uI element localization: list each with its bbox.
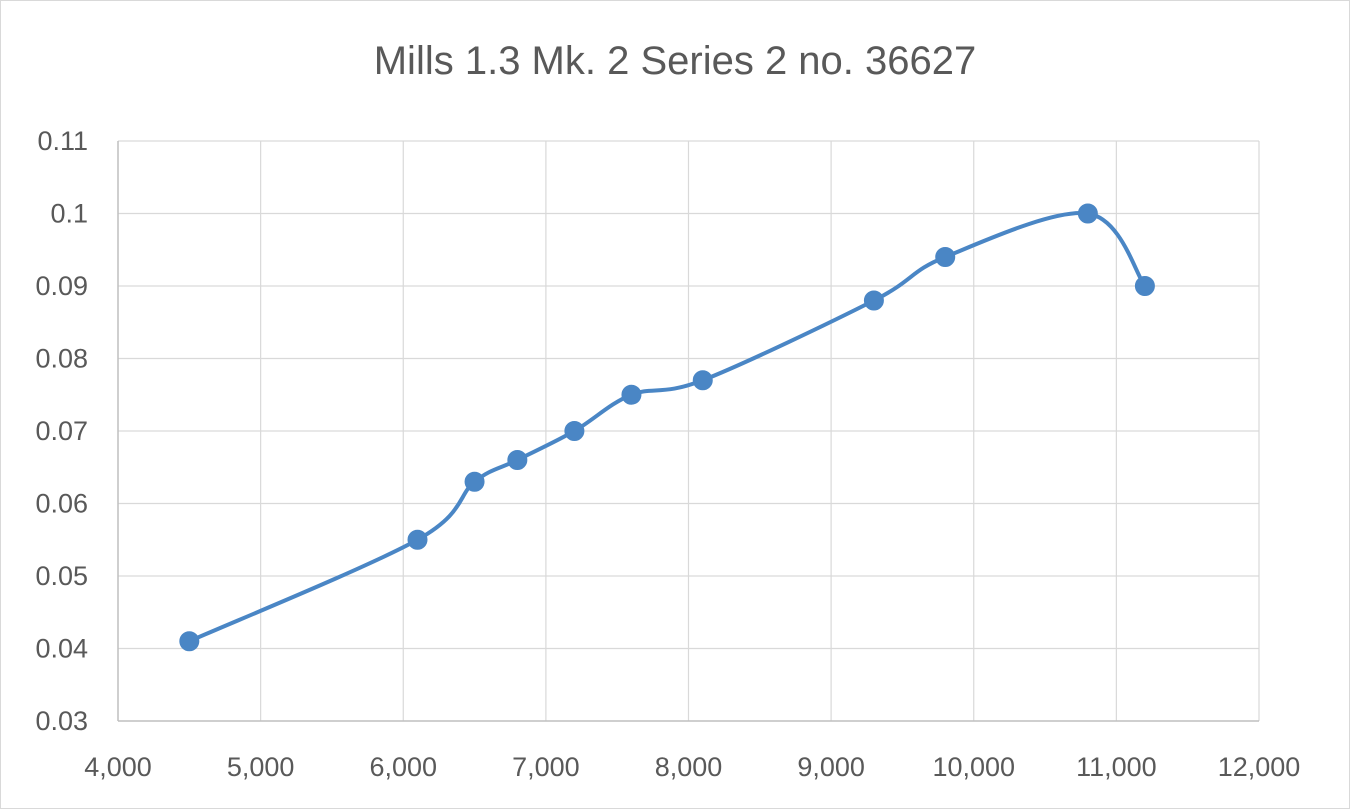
data-point — [621, 384, 642, 405]
data-point — [464, 471, 485, 492]
data-point — [564, 421, 585, 441]
y-tick-label: 0.11 — [37, 126, 88, 156]
y-tick-label: 0.09 — [35, 271, 88, 301]
x-tick-label: 10,000 — [932, 752, 1015, 782]
x-tick-label: 7,000 — [512, 752, 580, 782]
x-tick-label: 4,000 — [84, 752, 152, 782]
chart-title: Mills 1.3 Mk. 2 Series 2 no. 36627 — [373, 39, 977, 83]
y-tick-label: 0.08 — [35, 344, 88, 374]
y-tick-label: 0.05 — [35, 561, 88, 591]
series-layer — [179, 203, 1155, 652]
x-tick-label: 11,000 — [1076, 752, 1157, 782]
data-point — [692, 370, 713, 391]
axes — [117, 141, 1259, 722]
data-point — [407, 529, 428, 550]
data-point — [935, 247, 956, 267]
tick-labels: 0.03 0.04 0.05 0.06 0.07 0.08 0.09 0.1 0.11 4,000… — [35, 126, 1300, 782]
x-tick-label: 5,000 — [227, 752, 295, 782]
data-point — [863, 290, 884, 311]
y-tick-label: 0.1 — [50, 199, 88, 229]
y-tick-label: 0.07 — [35, 416, 88, 446]
x-tick-label: 8,000 — [655, 752, 723, 782]
data-point — [179, 631, 200, 652]
y-tick-label: 0.03 — [35, 706, 88, 736]
x-tick-label: 6,000 — [369, 752, 437, 782]
data-point — [507, 450, 528, 470]
gridlines — [118, 140, 1260, 721]
y-tick-label: 0.04 — [35, 634, 88, 664]
series-line — [187, 211, 1147, 644]
data-point — [1134, 276, 1155, 296]
x-tick-label: 9,000 — [797, 752, 865, 782]
x-tick-label: 12,000 — [1218, 752, 1301, 782]
data-point — [1077, 203, 1098, 224]
y-tick-label: 0.06 — [35, 489, 88, 519]
